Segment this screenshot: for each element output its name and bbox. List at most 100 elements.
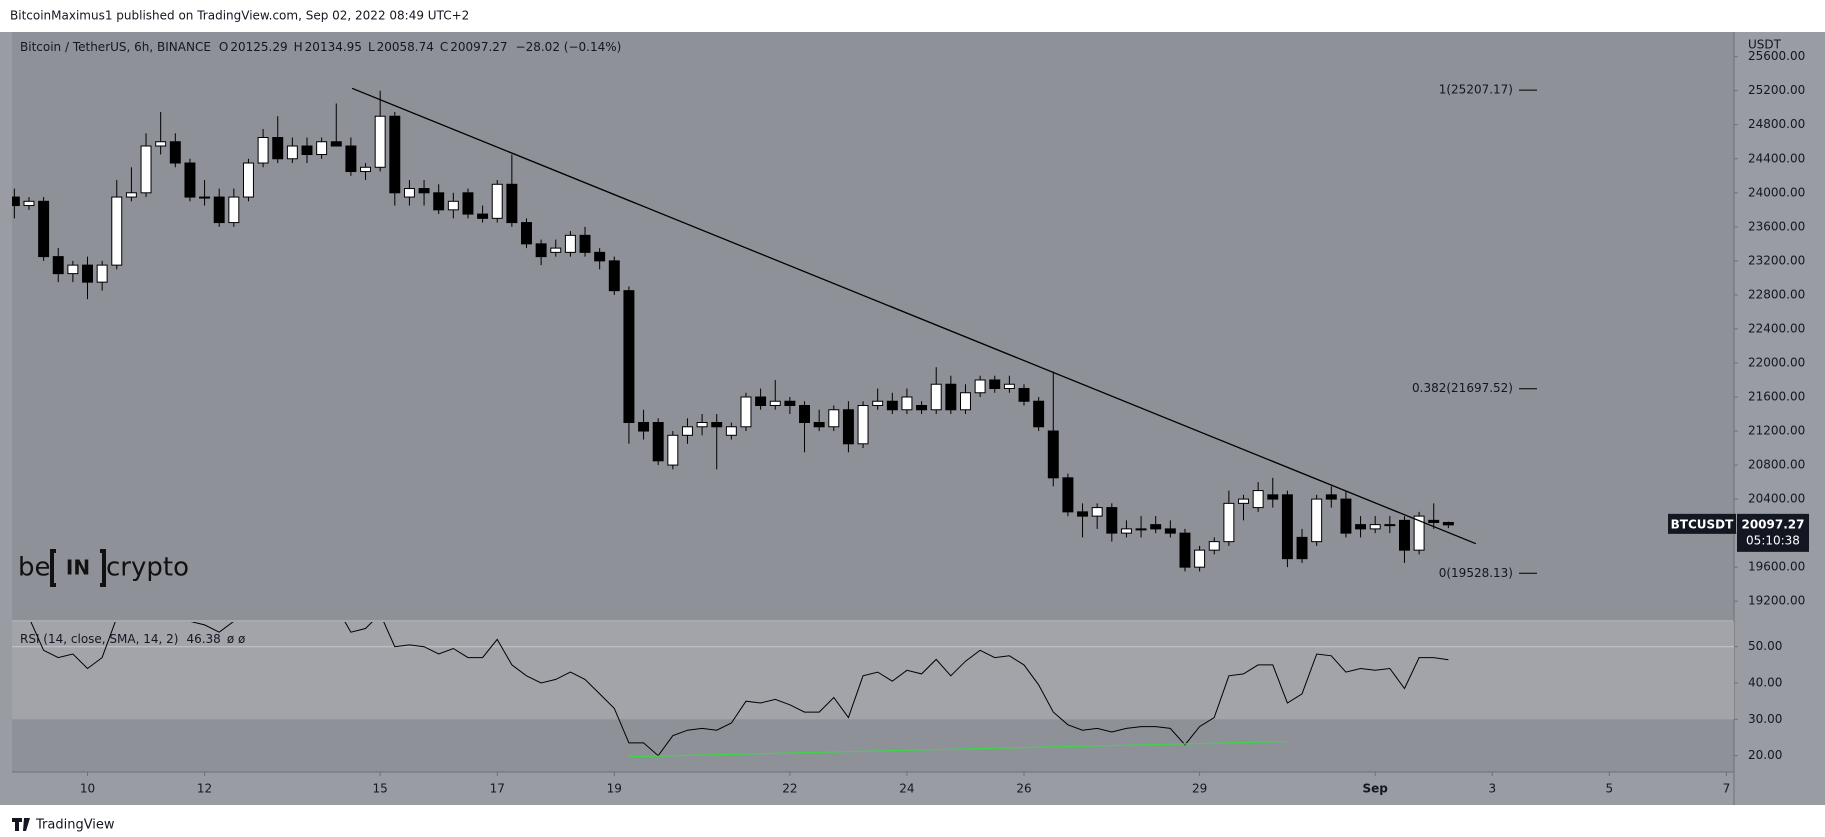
- candle-body: [535, 243, 547, 258]
- rsi-y-tick-label: 30.00: [1748, 712, 1782, 726]
- y-tick-label: 20400.00: [1748, 492, 1805, 506]
- y-tick-label: 22000.00: [1748, 355, 1805, 369]
- candle-body: [389, 115, 401, 194]
- candle-body: [301, 145, 313, 156]
- candle-body: [960, 392, 971, 411]
- y-tick-label: 23600.00: [1748, 219, 1805, 233]
- watermark-middle: IN: [66, 556, 90, 580]
- candle-body: [842, 409, 854, 445]
- candle-body: [1194, 549, 1206, 568]
- candle-body: [418, 188, 430, 194]
- candle-body: [1398, 519, 1410, 551]
- candle-body: [594, 251, 606, 262]
- candle-body: [67, 264, 79, 275]
- axes: 19200.0019600.0020000.0020400.0020800.00…: [80, 49, 1809, 796]
- legend-close: 20097.27: [450, 40, 507, 54]
- candle-body: [330, 141, 342, 147]
- candle-body: [564, 234, 576, 253]
- y-tick-label: 24000.00: [1748, 185, 1805, 199]
- watermark-brackets: [50, 549, 106, 587]
- candle-body: [506, 183, 518, 224]
- candle-body: [1413, 515, 1425, 551]
- candle-body: [974, 379, 986, 394]
- candle-body: [257, 137, 269, 164]
- candle-body: [1208, 541, 1220, 551]
- x-tick-label: Sep: [1363, 782, 1389, 796]
- candle-body: [1340, 498, 1352, 534]
- candle-body: [82, 264, 93, 283]
- candle-body: [477, 213, 489, 219]
- x-tick-label: 22: [782, 782, 797, 796]
- x-tick-label: 3: [1488, 782, 1496, 796]
- candle-body: [1384, 524, 1396, 527]
- rsi-markers: ø ø: [227, 632, 246, 646]
- candle-body: [360, 166, 372, 173]
- price-axis-label: USDT: [1748, 38, 1782, 52]
- x-tick-label: 26: [1016, 782, 1031, 796]
- candle-body: [813, 422, 825, 428]
- candle-body: [784, 400, 796, 407]
- trend-line: [351, 87, 1477, 545]
- y-tick-label: 21200.00: [1748, 424, 1805, 438]
- candle-body: [433, 192, 445, 211]
- candle-body: [857, 405, 869, 445]
- rsi-value: 46.38: [186, 632, 220, 646]
- main-plot: 1(25207.17) 0.382(21697.52) 0(19528.13): [12, 83, 1537, 580]
- candle-body: [140, 145, 152, 194]
- candle-body: [579, 234, 591, 253]
- candle-body: [638, 422, 650, 432]
- candle-body: [1091, 507, 1103, 517]
- legend-low: 20058.74: [377, 40, 434, 54]
- candle-body: [23, 200, 35, 207]
- y-tick-label: 25200.00: [1748, 83, 1805, 97]
- candle-body: [550, 247, 562, 253]
- rsi-plot: [12, 622, 1734, 758]
- rsi-legend: RSI (14, close, SMA, 14, 2) 46.38 ø ø: [20, 632, 245, 646]
- candle-body: [111, 196, 123, 266]
- x-tick-label: 5: [1606, 782, 1614, 796]
- candle-body: [521, 222, 532, 245]
- candle-body: [1047, 430, 1059, 479]
- candle-body: [272, 137, 284, 160]
- candle-body: [667, 434, 679, 466]
- candle-body: [740, 396, 752, 428]
- x-tick-label: 17: [490, 782, 505, 796]
- footer-brand: TradingView: [35, 818, 115, 833]
- candle-body: [169, 141, 181, 164]
- y-tick-label: 21600.00: [1748, 390, 1805, 404]
- candle-body: [286, 145, 298, 160]
- legend-open: 20125.29: [230, 40, 287, 54]
- candle-body: [1442, 521, 1454, 526]
- rsi-title: RSI (14, close, SMA, 14, 2): [20, 632, 178, 646]
- candle-body: [1150, 524, 1162, 530]
- candle-body: [1325, 494, 1337, 500]
- candle-body: [1267, 494, 1279, 500]
- price-tag-countdown: 05:10:38: [1746, 533, 1800, 547]
- candle-body: [316, 141, 328, 156]
- candle-body: [828, 409, 840, 428]
- legend-o: O: [219, 40, 228, 54]
- legend-l: L: [368, 40, 375, 54]
- candle-body: [199, 196, 211, 199]
- candle-body: [1223, 502, 1235, 543]
- candle-body: [1428, 519, 1440, 523]
- candle-body: [652, 422, 664, 462]
- candle-body: [491, 183, 503, 219]
- x-tick-label: 12: [197, 782, 212, 796]
- y-tick-label: 20800.00: [1748, 458, 1805, 472]
- y-tick-label: 24400.00: [1748, 151, 1805, 165]
- price-tag: [1737, 513, 1809, 552]
- candle-body: [1077, 511, 1089, 517]
- symbol-tag-label: BTCUSDT: [1671, 517, 1734, 531]
- candle-body: [1106, 507, 1118, 534]
- x-tick-label: 10: [80, 782, 95, 796]
- candle-body: [1003, 383, 1015, 389]
- candle-body: [1062, 477, 1074, 513]
- candle-body: [623, 290, 635, 424]
- candle-body: [916, 405, 928, 411]
- candle-body: [1179, 532, 1191, 568]
- watermark-left: be: [18, 553, 51, 583]
- rsi-band: [12, 622, 1734, 720]
- main-panel: [12, 32, 1734, 620]
- y-tick-label: 19600.00: [1748, 560, 1805, 574]
